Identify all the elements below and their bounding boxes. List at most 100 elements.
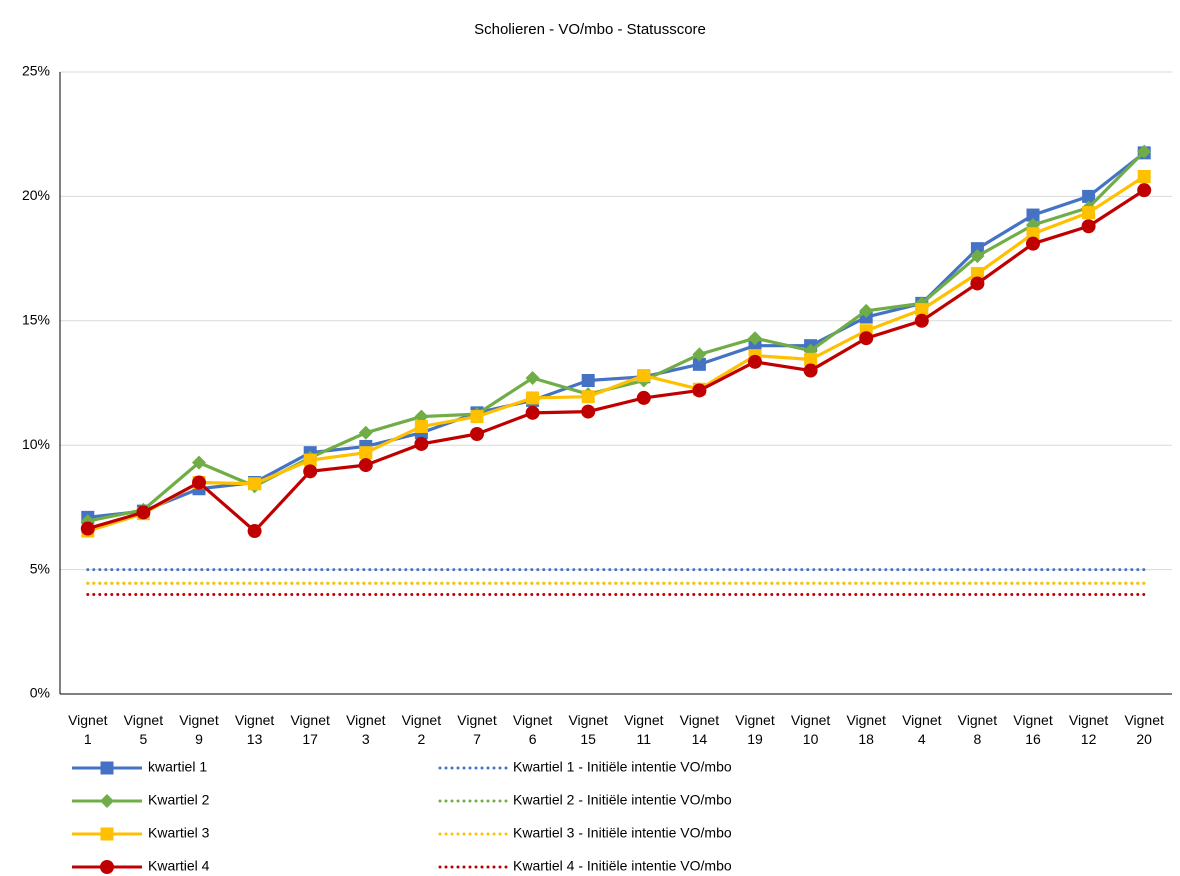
marker xyxy=(914,313,929,328)
marker xyxy=(525,371,540,386)
marker xyxy=(1026,227,1040,241)
legend-label: Kwartiel 3 xyxy=(148,825,210,841)
marker xyxy=(748,331,762,346)
legend-label: Kwartiel 2 xyxy=(148,792,210,808)
legend-item: Kwartiel 3 xyxy=(72,825,210,841)
x-tick-label: Vignet 11 xyxy=(624,712,664,747)
legend-item: Kwartiel 2 xyxy=(72,792,210,808)
marker xyxy=(636,390,651,405)
marker xyxy=(414,420,428,434)
x-tick-label: Vignet 5 xyxy=(123,712,164,747)
x-tick-label: Vignet 17 xyxy=(290,712,330,747)
y-tick-label: 25% xyxy=(22,63,50,79)
legend-label: Kwartiel 3 - Initiële intentie VO/mbo xyxy=(513,825,732,841)
marker xyxy=(970,242,984,256)
legend-label: Kwartiel 4 xyxy=(148,858,210,874)
y-tick-label: 5% xyxy=(30,560,50,576)
x-tick-label: Vignet 16 xyxy=(1013,712,1053,747)
legend-item: Kwartiel 4 xyxy=(72,858,210,874)
marker xyxy=(692,347,707,362)
legend-item: Kwartiel 1 - Initiële intentie VO/mbo xyxy=(438,759,732,775)
marker xyxy=(100,860,114,874)
legend-label: Kwartiel 2 - Initiële intentie VO/mbo xyxy=(513,792,732,808)
marker xyxy=(359,446,373,460)
x-tick-label: Vignet 19 xyxy=(735,712,775,747)
marker xyxy=(100,794,114,808)
marker xyxy=(470,427,484,442)
marker xyxy=(136,505,151,520)
marker xyxy=(358,425,373,440)
y-tick-label: 10% xyxy=(22,436,50,452)
x-tick-label: Vignet 15 xyxy=(568,712,608,747)
marker xyxy=(581,374,595,388)
legend-item: Kwartiel 2 - Initiële intentie VO/mbo xyxy=(438,792,732,808)
marker xyxy=(581,390,595,404)
x-tick-label: Vignet 14 xyxy=(679,712,720,747)
x-tick-label: Vignet 2 xyxy=(401,712,442,747)
marker xyxy=(1137,183,1152,198)
marker xyxy=(1137,144,1152,159)
y-tick-label: 20% xyxy=(22,187,50,203)
legend-label: Kwartiel 1 - Initiële intentie VO/mbo xyxy=(513,759,732,775)
marker xyxy=(470,410,484,424)
x-tick-label: Vignet 3 xyxy=(346,712,386,747)
legend-label: Kwartiel 4 - Initiële intentie VO/mbo xyxy=(513,858,732,874)
marker xyxy=(192,475,206,490)
marker xyxy=(248,477,262,491)
series-line xyxy=(87,151,1146,519)
series-line xyxy=(87,188,1146,533)
marker xyxy=(100,827,114,841)
chart-title: Scholieren - VO/mbo - Statusscore xyxy=(474,21,706,38)
x-tick-label: Vignet 9 xyxy=(179,712,219,747)
marker xyxy=(803,363,818,378)
legend-label: kwartiel 1 xyxy=(148,759,207,775)
x-tick-label: Vignet 7 xyxy=(457,712,497,747)
marker xyxy=(748,339,762,353)
marker xyxy=(859,331,874,346)
marker xyxy=(358,458,373,473)
marker xyxy=(637,369,651,383)
x-tick-label: Vignet 1 xyxy=(68,712,108,747)
legend-item: kwartiel 1 xyxy=(72,759,207,775)
series-line xyxy=(87,150,1146,523)
marker xyxy=(970,276,985,291)
x-tick-label: Vignet 10 xyxy=(790,712,831,747)
x-tick-label: Vignet 6 xyxy=(512,712,553,747)
x-tick-label: Vignet 8 xyxy=(957,712,998,747)
legend-item: Kwartiel 4 - Initiële intentie VO/mbo xyxy=(438,858,732,874)
marker xyxy=(692,383,707,398)
legend-item: Kwartiel 3 - Initiële intentie VO/mbo xyxy=(438,825,732,841)
marker xyxy=(303,453,317,467)
marker xyxy=(1082,206,1096,220)
marker xyxy=(1026,236,1040,251)
x-tick-label: Vignet 12 xyxy=(1068,712,1109,747)
series-line xyxy=(87,175,1146,533)
marker xyxy=(1081,219,1096,234)
marker xyxy=(192,455,206,470)
marker xyxy=(414,436,429,451)
marker xyxy=(1026,208,1040,222)
x-tick-label: Vignet 13 xyxy=(234,712,275,747)
y-tick-label: 15% xyxy=(22,312,50,328)
marker xyxy=(970,267,984,281)
marker xyxy=(100,761,114,775)
marker xyxy=(1137,169,1151,183)
marker xyxy=(748,354,762,369)
x-tick-label: Vignet 20 xyxy=(1124,712,1164,747)
marker xyxy=(1082,189,1096,203)
marker xyxy=(80,521,95,536)
marker xyxy=(247,524,262,539)
marker xyxy=(303,464,318,479)
x-tick-label: Vignet 4 xyxy=(902,712,942,747)
marker xyxy=(525,405,540,420)
marker xyxy=(526,391,540,405)
marker xyxy=(581,404,596,419)
x-tick-label: Vignet 18 xyxy=(846,712,886,747)
marker xyxy=(692,357,706,371)
marker xyxy=(804,352,818,366)
y-tick-label: 0% xyxy=(30,685,50,701)
marker xyxy=(915,303,929,317)
